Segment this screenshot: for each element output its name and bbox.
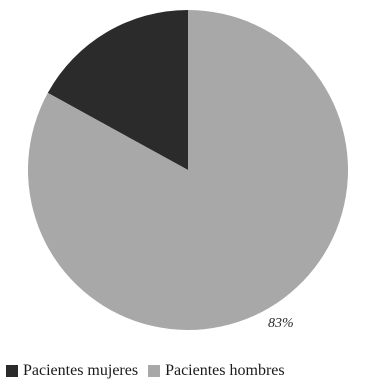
data-label-hombres: 83% xyxy=(268,316,294,331)
legend-item-hombres: Pacientes hombres xyxy=(148,362,285,380)
legend-label-hombres: Pacientes hombres xyxy=(165,362,285,379)
pie-slice-mujeres xyxy=(47,10,189,170)
chart-legend: Pacientes mujeres Pacientes hombres xyxy=(6,362,366,380)
legend-swatch-hombres xyxy=(148,365,161,377)
legend-label-mujeres: Pacientes mujeres xyxy=(23,362,139,379)
legend-item-mujeres: Pacientes mujeres xyxy=(6,362,138,380)
data-label-mujeres: 17% xyxy=(127,0,153,1)
legend-swatch-mujeres xyxy=(6,365,18,377)
pie-slice-hombres xyxy=(28,10,349,330)
